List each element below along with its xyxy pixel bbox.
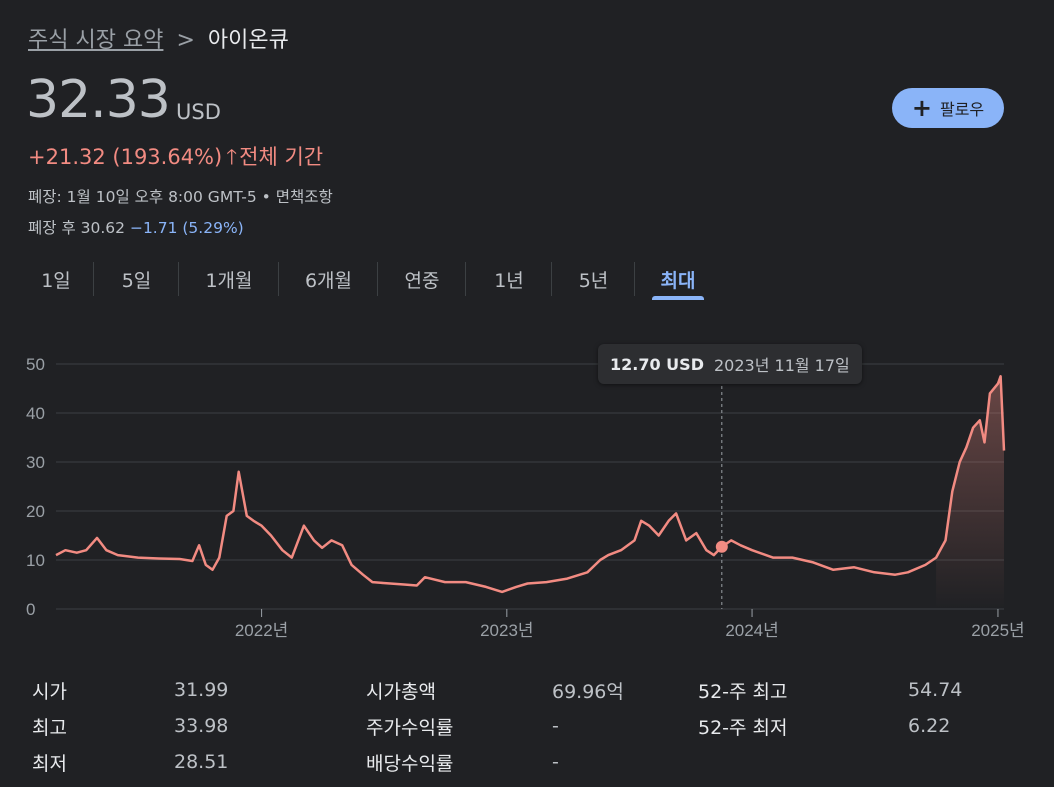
- x-tick-label: 2024년: [725, 621, 778, 640]
- plus-icon: +: [911, 94, 932, 122]
- hover-point: [715, 540, 728, 553]
- price-area-fill: [936, 376, 1004, 609]
- tab-label: 최대: [660, 270, 696, 292]
- tab-label: 6개월: [304, 270, 353, 292]
- tab-5d[interactable]: 5일: [94, 260, 179, 300]
- breadcrumb-current: 아이온큐: [207, 28, 289, 53]
- stat-value-52w-high: 54.74: [908, 679, 963, 701]
- y-tick-label: 10: [26, 551, 45, 570]
- stat-label-market-cap: 시가총액: [366, 680, 436, 703]
- active-tab-indicator: [652, 296, 704, 300]
- tab-max[interactable]: 최대: [652, 260, 704, 300]
- tab-6m[interactable]: 6개월: [279, 260, 378, 300]
- stats-row: 최고 33.98 주가수익률 - 52-주 최저 6.22: [32, 708, 1022, 744]
- stat-label-dividend-yield: 배당수익률: [366, 752, 454, 775]
- stat-label-52w-low: 52-주 최저: [698, 716, 788, 739]
- y-tick-label: 0: [26, 600, 35, 619]
- price-line: [55, 375, 1006, 594]
- arrow-up-icon: 🡑: [226, 145, 238, 169]
- stat-label-pe-ratio: 주가수익률: [366, 716, 454, 739]
- tab-1m[interactable]: 1개월: [179, 260, 279, 300]
- y-tick-label: 20: [26, 502, 45, 521]
- stat-value-market-cap: 69.96억: [552, 680, 624, 703]
- stat-value-low: 28.51: [174, 751, 229, 773]
- tab-1d[interactable]: 1일: [18, 260, 94, 300]
- y-tick-label: 40: [26, 404, 45, 423]
- breadcrumb: 주식 시장 요약 > 아이온큐: [28, 22, 289, 54]
- range-tabs: 1일 5일 1개월 6개월 연중 1년 5년 최대: [18, 260, 704, 300]
- after-hours-info: 폐장 후 30.62 −1.71 (5.29%): [28, 216, 244, 238]
- stats-row: 최저 28.51 배당수익률 -: [32, 744, 1022, 780]
- stat-label-low: 최저: [32, 752, 67, 775]
- tooltip-price: 12.70 USD: [610, 354, 704, 374]
- price-change: +21.32 (193.64%) 🡑전체 기간: [28, 141, 323, 178]
- tab-label: 연중: [404, 270, 440, 292]
- close-info: 폐장: 1월 10일 오후 8:00 GMT-5 • 면책조항: [28, 188, 333, 206]
- breadcrumb-separator: >: [176, 28, 195, 53]
- y-tick-label: 50: [26, 355, 45, 374]
- x-tick-label: 2025년: [971, 621, 1024, 640]
- x-tick-label: 2022년: [235, 621, 288, 640]
- tab-label: 1일: [41, 270, 71, 292]
- stat-label-open: 시가: [32, 680, 67, 703]
- y-tick-label: 30: [26, 453, 45, 472]
- stat-value-dividend-yield: -: [552, 751, 559, 773]
- chart-tooltip: 12.70 USD 2023년 11월 17일: [598, 344, 862, 384]
- stat-value-high: 33.98: [174, 715, 229, 737]
- tab-label: 1년: [494, 270, 524, 292]
- tab-label: 1개월: [205, 270, 253, 292]
- change-period: 전체 기간: [239, 145, 324, 169]
- stat-label-high: 최고: [32, 716, 67, 739]
- current-price: 32.33: [26, 70, 171, 130]
- stat-value-pe-ratio: -: [552, 715, 559, 737]
- stat-value-open: 31.99: [174, 679, 229, 701]
- stats-row: 시가 31.99 시가총액 69.96억 52-주 최고 54.74: [32, 672, 1022, 708]
- currency-label: USD: [176, 100, 221, 124]
- tab-5y[interactable]: 5년: [552, 260, 635, 300]
- tooltip-date: 2023년 11월 17일: [713, 356, 850, 375]
- stat-label-52w-high: 52-주 최고: [698, 680, 788, 703]
- after-hours-change: −1.71 (5.29%): [129, 219, 244, 237]
- follow-button[interactable]: + 팔로우: [892, 88, 1004, 128]
- breadcrumb-parent-link[interactable]: 주식 시장 요약: [28, 28, 164, 53]
- after-hours-label: 폐장 후 30.62: [28, 219, 126, 237]
- stat-value-52w-low: 6.22: [908, 715, 951, 737]
- tab-1y[interactable]: 1년: [466, 260, 552, 300]
- price-chart[interactable]: 0 10 20 30 40 50 2022년 2023년 2024년 2025년: [0, 330, 1054, 650]
- stats-table: 시가 31.99 시가총액 69.96억 52-주 최고 54.74 최고 33…: [32, 672, 1022, 780]
- tab-label: 5일: [121, 270, 152, 292]
- x-tick-label: 2023년: [480, 621, 533, 640]
- tab-label: 5년: [578, 270, 609, 292]
- follow-label: 팔로우: [939, 100, 985, 119]
- tab-ytd[interactable]: 연중: [378, 260, 466, 300]
- change-value: +21.32 (193.64%): [28, 145, 223, 169]
